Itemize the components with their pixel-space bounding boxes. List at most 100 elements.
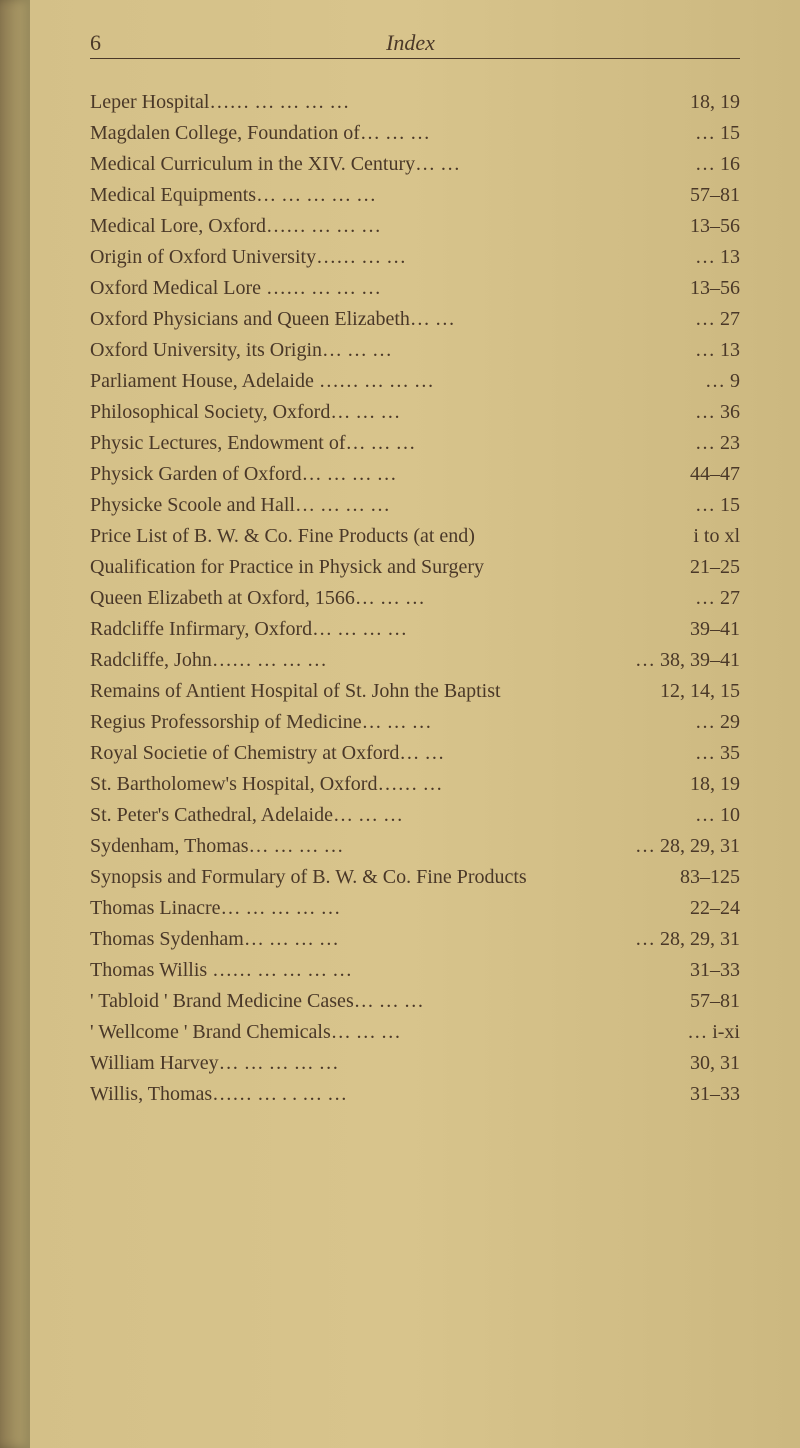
- index-entry: Remains of Antient Hospital of St. John …: [90, 676, 740, 707]
- index-entry: Regius Professorship of Medicine… … …… 2…: [90, 707, 740, 738]
- entry-label: Qualification for Practice in Physick an…: [90, 552, 484, 583]
- entry-page: … 38, 39–41: [623, 645, 740, 676]
- entry-leader-dots: … … …: [360, 118, 683, 149]
- entry-page: … 28, 29, 31: [623, 831, 740, 862]
- entry-leader-dots: … … …: [331, 1017, 675, 1048]
- entry-leader-dots: … …: [415, 149, 683, 180]
- entry-page: … 35: [683, 738, 740, 769]
- entry-label: Medical Curriculum in the XIV. Century: [90, 149, 415, 180]
- index-entry: Medical Lore, Oxford…… … … …13–56: [90, 211, 740, 242]
- entry-leader-dots: … … …: [362, 707, 683, 738]
- entry-leader-dots: … … … …: [232, 645, 623, 676]
- entry-label: Radcliffe, John…: [90, 645, 232, 676]
- index-entry: Medical Equipments… … … … …57–81: [90, 180, 740, 211]
- entry-page: … 16: [683, 149, 740, 180]
- entry-page: 12, 14, 15: [648, 676, 740, 707]
- entry-leader-dots: … … … …: [286, 273, 678, 304]
- entry-leader-dots: … … …: [330, 397, 683, 428]
- entry-label: Physic Lectures, Endowment of: [90, 428, 346, 459]
- entry-label: St. Peter's Cathedral, Adelaide: [90, 800, 333, 831]
- entry-label: Medical Equipments: [90, 180, 256, 211]
- entry-page: 18, 19: [678, 87, 740, 118]
- entry-label: Philosophical Society, Oxford: [90, 397, 330, 428]
- index-entry: Medical Curriculum in the XIV. Century… …: [90, 149, 740, 180]
- entry-leader-dots: … … …: [354, 986, 678, 1017]
- entry-page: … 10: [683, 800, 740, 831]
- entry-page: i to xl: [681, 521, 740, 552]
- entry-page: … 29: [683, 707, 740, 738]
- index-entry: Oxford Medical Lore …… … … …13–56: [90, 273, 740, 304]
- entry-page: 57–81: [678, 180, 740, 211]
- entry-label: William Harvey: [90, 1048, 219, 1079]
- entry-page: 57–81: [678, 986, 740, 1017]
- entry-label: Price List of B. W. & Co. Fine Products …: [90, 521, 475, 552]
- entry-page: … 9: [693, 366, 740, 397]
- index-entry: Queen Elizabeth at Oxford, 1566… … …… 27: [90, 583, 740, 614]
- entry-label: Thomas Willis …: [90, 955, 232, 986]
- entry-label: Radcliffe Infirmary, Oxford: [90, 614, 312, 645]
- entry-label: Synopsis and Formulary of B. W. & Co. Fi…: [90, 862, 527, 893]
- index-entry: Oxford Physicians and Queen Elizabeth… ……: [90, 304, 740, 335]
- entry-leader-dots: … … … …: [244, 924, 623, 955]
- entry-page: 83–125: [668, 862, 740, 893]
- entry-label: St. Bartholomew's Hospital, Oxford…: [90, 769, 397, 800]
- entry-leader-dots: … … …: [355, 583, 683, 614]
- index-entry: Philosophical Society, Oxford… … …… 36: [90, 397, 740, 428]
- index-entry: Physicke Scoole and Hall… … … …… 15: [90, 490, 740, 521]
- entry-page: … 36: [683, 397, 740, 428]
- index-entry: Radcliffe Infirmary, Oxford… … … …39–41: [90, 614, 740, 645]
- index-entry: Synopsis and Formulary of B. W. & Co. Fi…: [90, 862, 740, 893]
- index-entry: Price List of B. W. & Co. Fine Products …: [90, 521, 740, 552]
- entry-label: Oxford Physicians and Queen Elizabeth: [90, 304, 410, 335]
- index-entries: Leper Hospital…… … … … …18, 19Magdalen C…: [90, 87, 740, 1110]
- entry-page: … 13: [683, 242, 740, 273]
- index-entry: Parliament House, Adelaide …… … … …… 9: [90, 366, 740, 397]
- entry-label: Physick Garden of Oxford: [90, 459, 302, 490]
- entry-page: … 23: [683, 428, 740, 459]
- entry-leader-dots: … …: [410, 304, 683, 335]
- index-entry: Origin of Oxford University…… … …… 13: [90, 242, 740, 273]
- entry-page: 13–56: [678, 273, 740, 304]
- entry-page: 13–56: [678, 211, 740, 242]
- index-entry: Sydenham, Thomas… … … …… 28, 29, 31: [90, 831, 740, 862]
- entry-page: … 27: [683, 304, 740, 335]
- entry-leader-dots: … … . . … …: [232, 1079, 678, 1110]
- entry-label: Physicke Scoole and Hall: [90, 490, 295, 521]
- entry-leader-dots: … … …: [346, 428, 684, 459]
- page-header: 6 Index: [90, 30, 740, 59]
- index-entry: ' Tabloid ' Brand Medicine Cases… … …57–…: [90, 986, 740, 1017]
- entry-label: Leper Hospital…: [90, 87, 229, 118]
- entry-leader-dots: … …: [399, 738, 683, 769]
- entry-leader-dots: … … …: [333, 800, 683, 831]
- entry-label: Thomas Linacre: [90, 893, 221, 924]
- entry-page: … 15: [683, 118, 740, 149]
- entry-label: Oxford Medical Lore …: [90, 273, 286, 304]
- entry-leader-dots: … … … …: [302, 459, 678, 490]
- index-entry: Royal Societie of Chemistry at Oxford… ……: [90, 738, 740, 769]
- entry-leader-dots: … … …: [336, 242, 683, 273]
- entry-leader-dots: … … … … …: [219, 1048, 678, 1079]
- entry-leader-dots: … … … … …: [256, 180, 678, 211]
- entry-label: Thomas Sydenham: [90, 924, 244, 955]
- entry-leader-dots: … … …: [322, 335, 683, 366]
- entry-label: ' Tabloid ' Brand Medicine Cases: [90, 986, 354, 1017]
- entry-leader-dots: … … … … …: [221, 893, 679, 924]
- entry-leader-dots: … … … … …: [229, 87, 678, 118]
- entry-label: Medical Lore, Oxford…: [90, 211, 286, 242]
- entry-leader-dots: … … … …: [339, 366, 693, 397]
- entry-page: 31–33: [678, 1079, 740, 1110]
- entry-leader-dots: … … … …: [249, 831, 623, 862]
- entry-leader-dots: … … … …: [295, 490, 683, 521]
- index-entry: Magdalen College, Foundation of… … …… 15: [90, 118, 740, 149]
- index-entry: Physic Lectures, Endowment of… … …… 23: [90, 428, 740, 459]
- entry-page: … 15: [683, 490, 740, 521]
- entry-leader-dots: … …: [397, 769, 678, 800]
- entry-label: Queen Elizabeth at Oxford, 1566: [90, 583, 355, 614]
- entry-page: 31–33: [678, 955, 740, 986]
- entry-leader-dots: … … … …: [286, 211, 678, 242]
- entry-page: 22–24: [678, 893, 740, 924]
- index-title: Index: [81, 30, 740, 56]
- entry-page: 21–25: [678, 552, 740, 583]
- entry-label: Oxford University, its Origin: [90, 335, 322, 366]
- entry-page: 39–41: [678, 614, 740, 645]
